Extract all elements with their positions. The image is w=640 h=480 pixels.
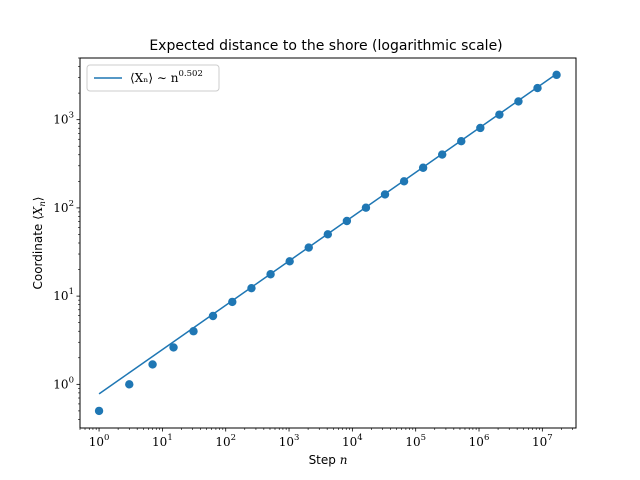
- y-tick-exp: 1: [69, 287, 74, 297]
- x-tick-exp: 4: [357, 433, 362, 443]
- x-tick-base: 10: [279, 435, 294, 449]
- x-tick-label: 107: [532, 433, 553, 449]
- legend: ⟨Xₙ⟩ ∼ n0.502: [86, 64, 220, 92]
- legend-box: [86, 64, 220, 92]
- data-point: [228, 297, 237, 307]
- x-tick-exp: 5: [421, 433, 426, 443]
- x-tick-exp: 7: [547, 433, 552, 443]
- data-point: [418, 163, 428, 172]
- legend-label: ⟨Xₙ⟩ ∼ n0.502: [130, 69, 203, 85]
- y-tick-exp: 3: [69, 111, 74, 121]
- x-tick-exp: 1: [167, 433, 172, 443]
- data-point: [169, 343, 178, 352]
- x-tick-base: 10: [469, 435, 484, 449]
- y-tick-label: 102: [53, 199, 74, 215]
- x-tick-base: 10: [215, 435, 230, 449]
- x-tick-base: 10: [89, 435, 104, 449]
- legend-label-text: ⟨Xₙ⟩ ∼ n: [130, 71, 179, 85]
- data-point: [552, 70, 561, 80]
- data-point: [533, 83, 542, 93]
- data-point: [514, 97, 523, 106]
- x-tick-exp: 0: [104, 433, 109, 443]
- x-tick-label: 101: [152, 433, 173, 449]
- data-point: [457, 137, 466, 146]
- data-point: [361, 203, 371, 212]
- x-tick-label: 103: [279, 433, 300, 449]
- x-tick-label: 100: [89, 433, 110, 449]
- legend-label-exponent: 0.502: [179, 69, 203, 79]
- x-tick-label: 104: [342, 433, 363, 449]
- x-tick-exp: 6: [484, 433, 489, 443]
- y-tick-exp: 2: [69, 199, 74, 209]
- data-points-series: [94, 70, 561, 416]
- x-axis-ticks: 100 101 102 103 104 105 106 107: [79, 428, 573, 449]
- x-tick-base: 10: [405, 435, 420, 449]
- x-tick-exp: 2: [231, 433, 236, 443]
- x-tick-label: 102: [215, 433, 236, 449]
- x-tick-base: 10: [532, 435, 547, 449]
- data-point: [438, 150, 447, 159]
- data-point: [247, 283, 256, 293]
- data-point: [189, 327, 198, 336]
- data-point: [304, 243, 313, 252]
- data-point: [476, 123, 485, 133]
- data-point: [323, 230, 333, 239]
- data-point: [495, 110, 504, 119]
- x-tick-exp: 3: [294, 433, 299, 443]
- y-tick-label: 101: [53, 287, 74, 303]
- data-point: [285, 257, 294, 266]
- data-point: [94, 406, 104, 416]
- y-tick-label: 103: [53, 111, 74, 127]
- data-point: [208, 311, 218, 321]
- y-axis-label: Coordinate ⟨Xn⟩: [31, 196, 48, 289]
- data-point: [266, 270, 275, 279]
- x-tick-base: 10: [342, 435, 357, 449]
- y-tick-base: 10: [53, 201, 68, 215]
- data-point: [125, 380, 134, 389]
- data-point: [399, 177, 409, 186]
- y-tick-label: 100: [53, 375, 74, 391]
- data-point: [380, 190, 390, 199]
- x-axis-label: Step n: [309, 453, 348, 467]
- y-tick-base: 10: [53, 113, 68, 127]
- y-tick-exp: 0: [69, 375, 74, 385]
- data-point: [148, 360, 157, 369]
- chart-title: Expected distance to the shore (logarith…: [149, 38, 502, 54]
- data-point: [342, 216, 352, 226]
- x-tick-label: 105: [405, 433, 426, 449]
- x-tick-label: 106: [469, 433, 490, 449]
- y-tick-base: 10: [53, 289, 68, 303]
- y-tick-base: 10: [53, 377, 68, 391]
- x-tick-base: 10: [152, 435, 167, 449]
- plot-frame: [79, 57, 577, 429]
